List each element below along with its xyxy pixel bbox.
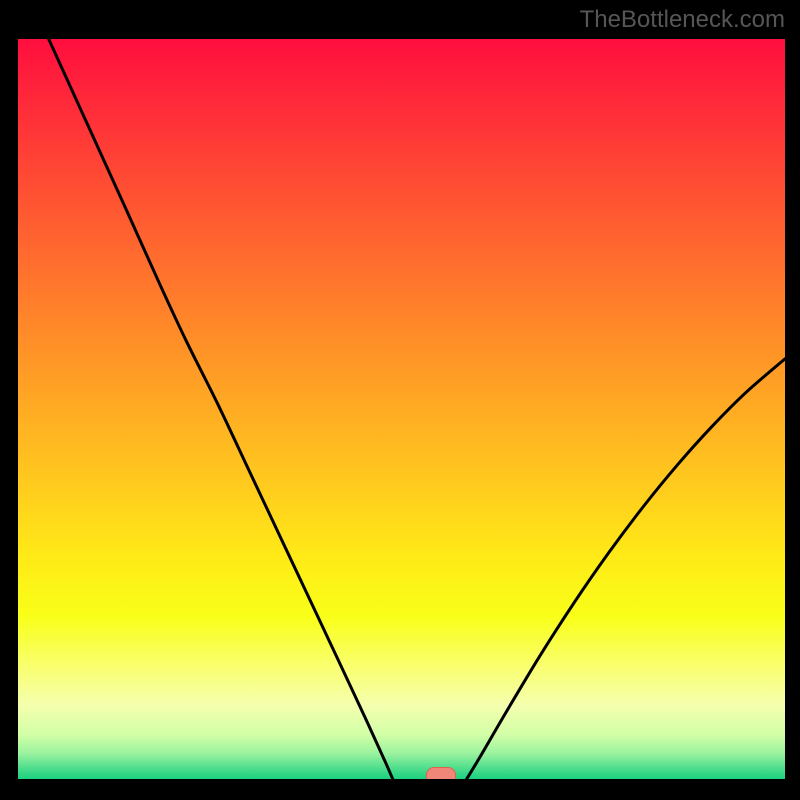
bottleneck-curve (18, 39, 785, 779)
frame-border-right (785, 0, 800, 800)
plot-area (18, 39, 785, 779)
frame-border-left (0, 0, 18, 800)
frame-border-bottom (0, 779, 800, 800)
bottleneck-curve-path (49, 39, 785, 779)
optimal-point-marker (426, 767, 456, 779)
watermark-text: TheBottleneck.com (580, 6, 785, 34)
